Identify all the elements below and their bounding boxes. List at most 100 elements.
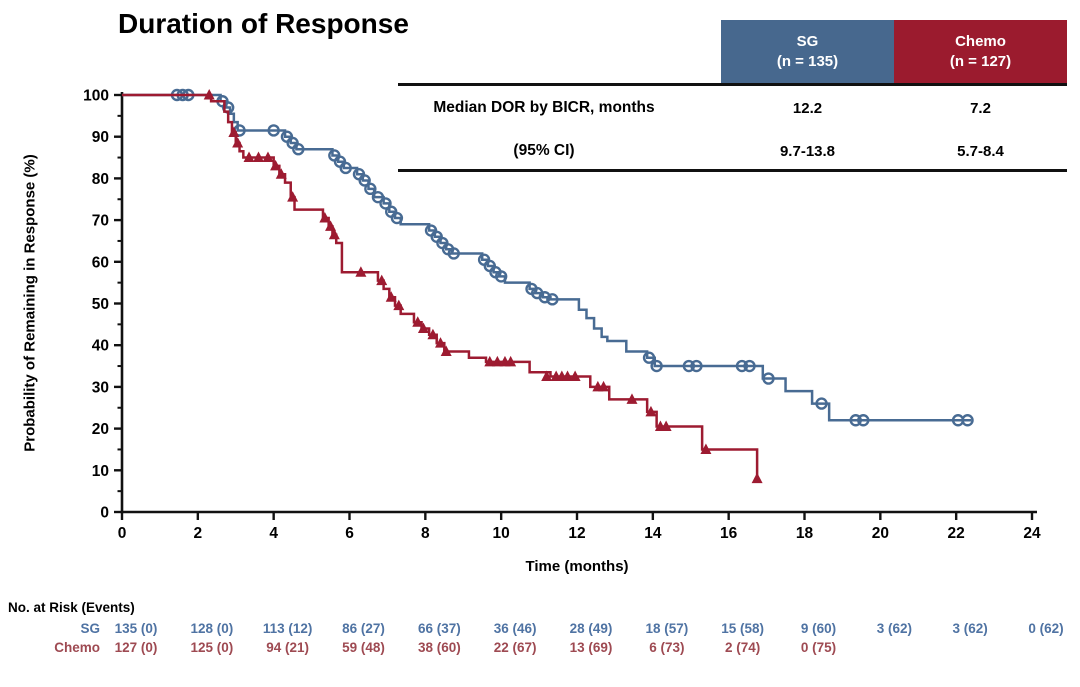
censor-triangle — [541, 370, 553, 381]
y-tick-label: 30 — [92, 379, 109, 396]
censor-circle — [815, 397, 828, 410]
censor-triangle — [262, 151, 274, 163]
risk-row-label: Chemo — [54, 640, 100, 655]
risk-value: 125 (0) — [190, 640, 233, 655]
risk-value: 0 (62) — [1028, 621, 1063, 636]
risk-value: 22 (67) — [494, 640, 537, 655]
x-tick-label: 12 — [568, 525, 585, 542]
risk-value: 15 (58) — [721, 621, 764, 636]
censor-triangle — [412, 316, 424, 327]
y-tick-label: 10 — [92, 463, 109, 480]
x-tick-label: 14 — [644, 525, 662, 542]
censor-triangle — [427, 328, 439, 340]
risk-value: 13 (69) — [570, 640, 613, 655]
risk-row-chemo: Chemo 127 (0) 125 (0) 94 (21) 59 (48) 38 (60)… — [54, 640, 836, 655]
censor-circle — [690, 359, 703, 373]
risk-value: 2 (74) — [725, 640, 760, 655]
censor-triangle — [228, 126, 240, 138]
summary-header-sg-sublabel: (n = 135) — [776, 52, 839, 70]
censor-circle — [546, 293, 559, 306]
risk-value: 3 (62) — [877, 621, 912, 636]
censor-triangle — [270, 159, 282, 171]
censor-circle — [642, 351, 656, 364]
x-tick-label: 2 — [194, 525, 203, 542]
risk-value: 3 (62) — [953, 621, 988, 636]
risk-value: 94 (21) — [266, 640, 309, 655]
risk-value: 135 (0) — [115, 621, 158, 636]
summary-header-sg: SG (n = 135) — [721, 20, 894, 83]
censor-triangle — [203, 89, 215, 100]
x-tick-label: 22 — [948, 525, 965, 542]
censor-circle — [494, 270, 508, 283]
censor-circle — [358, 174, 371, 187]
censor-triangle — [491, 355, 503, 367]
censor-triangle — [645, 405, 657, 417]
censor-circle — [682, 359, 696, 373]
censor-circle — [857, 414, 870, 427]
y-tick-label: 0 — [100, 505, 109, 522]
censor-circle — [267, 124, 280, 137]
y-axis-title: Probability of Remaining in Response (%) — [21, 154, 39, 452]
censor-triangle — [484, 355, 496, 367]
risk-value: 9 (60) — [801, 621, 836, 636]
censor-triangle — [325, 220, 337, 231]
x-tick-label: 10 — [493, 525, 510, 542]
risk-value: 28 (49) — [570, 621, 613, 636]
censor-circle — [762, 372, 775, 385]
censor-circle — [447, 247, 460, 260]
summary-table-top-rule — [398, 83, 1067, 86]
censor-triangle — [355, 266, 367, 277]
y-tick-label: 40 — [92, 338, 109, 355]
x-tick-label: 4 — [269, 525, 278, 542]
chemo-series — [122, 89, 763, 484]
censor-circle — [390, 211, 404, 225]
risk-value: 38 (60) — [418, 640, 461, 655]
censor-circle — [379, 197, 392, 210]
y-tick-label: 60 — [92, 254, 109, 271]
y-tick-label: 50 — [92, 296, 109, 313]
censor-triangle — [440, 345, 452, 356]
x-tick-label: 24 — [1023, 525, 1041, 542]
summary-row2-chemo-value: 5.7-8.4 — [957, 142, 1004, 160]
summary-row1-chemo-value: 7.2 — [970, 99, 991, 117]
x-tick-label: 8 — [421, 525, 430, 542]
censor-triangle — [751, 472, 763, 484]
censor-circle — [371, 190, 385, 204]
summary-row1-sg-value: 12.2 — [792, 99, 823, 117]
censor-triangle — [376, 274, 388, 286]
summary-row1-label: Median DOR by BICR, months — [433, 99, 655, 116]
y-tick-label: 90 — [92, 129, 109, 146]
summary-header-chemo-sublabel: (n = 127) — [949, 52, 1012, 70]
x-axis-title: Time (months) — [525, 558, 629, 575]
censor-triangle — [232, 136, 244, 148]
censor-circle — [961, 414, 974, 427]
y-tick-label: 20 — [92, 421, 109, 438]
x-tick-label: 20 — [872, 525, 889, 542]
censor-triangle — [626, 393, 638, 404]
censor-circle — [735, 359, 749, 373]
risk-value: 6 (73) — [649, 640, 684, 655]
summary-header-chemo: Chemo (n = 127) — [894, 20, 1067, 83]
y-tick-label: 100 — [83, 88, 109, 105]
censor-triangle — [569, 370, 581, 381]
censor-triangle — [417, 322, 429, 334]
risk-table-title: No. at Risk (Events) — [8, 600, 135, 615]
y-tick-label: 80 — [92, 171, 109, 188]
censor-triangle — [435, 337, 447, 348]
summary-header-sg-label: SG — [796, 32, 819, 50]
summary-row2-sg-value: 9.7-13.8 — [779, 142, 836, 160]
censor-triangle — [319, 212, 331, 223]
summary-header-chemo-label: Chemo — [955, 32, 1006, 50]
risk-row-sg: SG 135 (0) 128 (0) 113 (12) 86 (27) 66 (37) 36… — [80, 621, 1063, 636]
summary-row2-label: (95% CI) — [513, 142, 575, 159]
risk-value: 127 (0) — [115, 640, 158, 655]
censor-circle — [849, 414, 862, 427]
censor-triangle — [328, 228, 340, 240]
censor-triangle — [700, 443, 712, 454]
censor-circle — [339, 161, 352, 175]
risk-value: 18 (57) — [645, 621, 688, 636]
risk-value: 59 (48) — [342, 640, 385, 655]
x-tick-label: 6 — [345, 525, 354, 542]
